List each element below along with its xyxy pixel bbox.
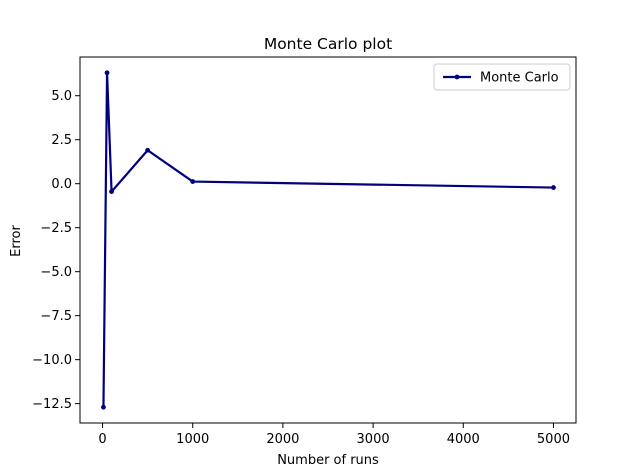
y-tick-label: 5.0 xyxy=(51,89,72,104)
data-point xyxy=(104,70,110,76)
chart-title: Monte Carlo plot xyxy=(264,35,392,53)
series-line xyxy=(102,71,554,408)
data-point xyxy=(551,185,556,190)
x-tick-label: 5000 xyxy=(537,432,570,447)
data-point xyxy=(190,179,196,184)
legend-label: Monte Carlo xyxy=(480,71,559,86)
y-tick-label: −10.0 xyxy=(32,353,72,368)
y-tick-label: −5.0 xyxy=(40,265,72,280)
x-tick-label: 4000 xyxy=(447,432,480,447)
data-point xyxy=(145,147,151,153)
x-axis-title: Number of runs xyxy=(277,453,379,468)
y-tick-label: −12.5 xyxy=(32,397,72,412)
data-point xyxy=(101,404,106,410)
legend-marker xyxy=(454,74,460,80)
data-point xyxy=(109,189,114,195)
y-tick-label: 0.0 xyxy=(51,177,72,192)
y-tick-label: −2.5 xyxy=(40,221,72,236)
legend-box xyxy=(433,63,571,91)
y-tick-label: 2.5 xyxy=(51,133,72,148)
axes-frame xyxy=(79,56,577,424)
x-tick-label: 2000 xyxy=(266,432,299,447)
x-tick-label: 3000 xyxy=(357,432,390,447)
y-tick-label: −7.5 xyxy=(40,309,72,324)
x-tick-label: 1000 xyxy=(176,432,209,447)
legend: Monte Carlo xyxy=(433,63,571,91)
x-tick-label: 0 xyxy=(98,432,106,447)
y-axis-title: Error xyxy=(9,225,24,257)
plot-area: 0 1000 2000 3000 4000 5000 −12.5 −10.0 −7.5 −5.0 −… xyxy=(32,56,577,447)
